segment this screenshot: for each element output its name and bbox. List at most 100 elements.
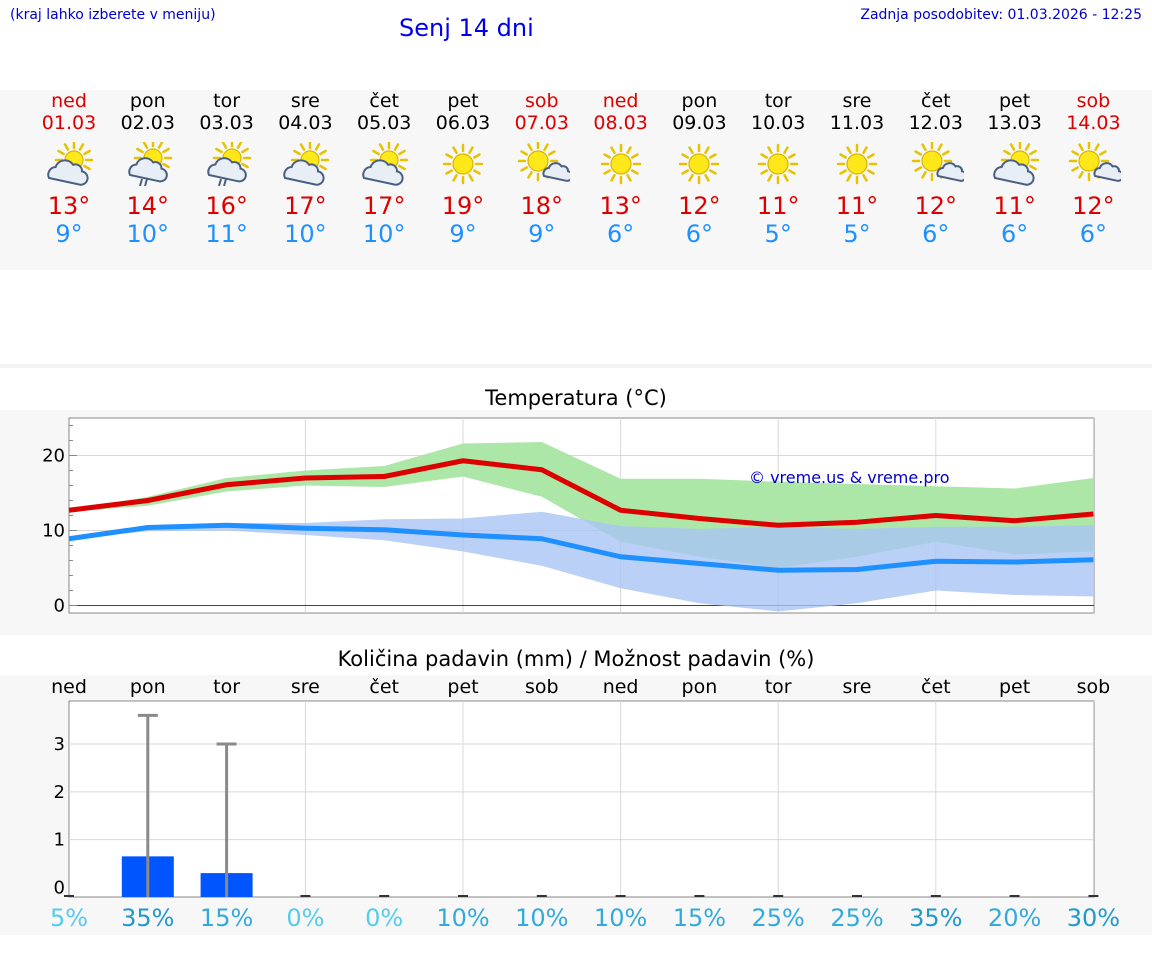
day-name: sre bbox=[290, 90, 320, 112]
copyright-credit: © vreme.us & vreme.pro bbox=[749, 468, 950, 487]
precip-probability: 20% bbox=[987, 904, 1042, 932]
y-tick-label: 2 bbox=[54, 782, 65, 803]
day-name: ned bbox=[51, 90, 87, 112]
y-tick-label: 0 bbox=[54, 596, 65, 617]
precip-day-label: čet bbox=[921, 676, 951, 698]
day-column: sre 04.03 17° 10° bbox=[266, 90, 345, 248]
plot-area bbox=[68, 700, 1095, 898]
min-temperature: 6° bbox=[1000, 220, 1029, 248]
sunny-icon bbox=[442, 143, 484, 185]
min-temperature: 9° bbox=[449, 220, 477, 248]
tmin-line bbox=[68, 522, 1094, 573]
day-column: ned 01.03 13° 9° bbox=[30, 90, 109, 248]
max-temperature: 14° bbox=[126, 192, 170, 220]
precip-day-label: sre bbox=[290, 676, 320, 698]
min-temperature: 5° bbox=[843, 220, 871, 248]
day-name: tor bbox=[213, 90, 241, 112]
last-updated: Zadnja posodobitev: 01.03.2026 - 12:25 bbox=[860, 7, 1142, 23]
precip-probability: 0% bbox=[365, 904, 404, 932]
min-temperature: 9° bbox=[528, 220, 556, 248]
day-column: pet 13.03 11° 6° bbox=[975, 90, 1054, 248]
day-name: pet bbox=[998, 90, 1031, 112]
day-name: ned bbox=[602, 90, 639, 112]
day-name: sob bbox=[525, 90, 559, 112]
max-temperature: 17° bbox=[362, 192, 406, 220]
sunny-icon bbox=[679, 143, 720, 185]
y-tick-label: 1 bbox=[54, 830, 65, 851]
max-temperature: 12° bbox=[1072, 192, 1115, 220]
precip-day-label: ned bbox=[602, 676, 639, 698]
precip-day-label: čet bbox=[369, 676, 399, 698]
day-date: 04.03 bbox=[278, 112, 333, 134]
day-column: sob 14.03 12° 6° bbox=[1054, 90, 1133, 248]
sunny-icon bbox=[757, 143, 799, 185]
min-temperature: 10° bbox=[362, 220, 406, 248]
day-name: sre bbox=[842, 90, 872, 112]
day-name: tor bbox=[764, 90, 792, 112]
min-temperature: 11° bbox=[205, 220, 248, 248]
max-temperature: 11° bbox=[993, 192, 1036, 220]
precip-day-label: tor bbox=[213, 676, 241, 698]
sun-cloud-rain-icon bbox=[128, 142, 173, 186]
precip-day-label: tor bbox=[764, 676, 792, 698]
max-temperature: 13° bbox=[599, 192, 642, 220]
day-column: pet 06.03 19° 9° bbox=[424, 90, 503, 248]
sunny-icon bbox=[600, 143, 641, 185]
day-date: 01.03 bbox=[41, 112, 97, 134]
day-name: čet bbox=[369, 90, 399, 112]
min-temperature: 5° bbox=[764, 220, 792, 248]
day-column: ned 08.03 13° 6° bbox=[581, 90, 660, 248]
day-name: pon bbox=[681, 90, 718, 112]
max-temperature: 11° bbox=[835, 192, 879, 220]
partly-cloudy-icon bbox=[283, 142, 330, 186]
day-date: 11.03 bbox=[829, 112, 885, 134]
day-date: 12.03 bbox=[908, 112, 963, 134]
day-date: 05.03 bbox=[356, 112, 412, 134]
sun-cloud-rain-icon bbox=[206, 142, 251, 186]
y-tick-label: 0 bbox=[54, 877, 65, 898]
day-date: 09.03 bbox=[672, 112, 727, 134]
day-column: sob 07.03 18° 9° bbox=[502, 90, 581, 248]
max-temperature: 19° bbox=[441, 192, 485, 220]
precip-probability: 15% bbox=[672, 904, 727, 932]
min-temperature: 10° bbox=[126, 220, 170, 248]
precip-day-label: pet bbox=[998, 676, 1031, 698]
day-date: 03.03 bbox=[199, 112, 254, 134]
day-date: 07.03 bbox=[514, 112, 569, 134]
sunny-icon bbox=[836, 143, 878, 185]
day-column: tor 10.03 11° 5° bbox=[739, 90, 818, 248]
mostly-sunny-icon bbox=[517, 142, 570, 182]
tmax-line bbox=[68, 458, 1094, 528]
precip-probability: 10% bbox=[515, 904, 569, 932]
day-column: čet 12.03 12° 6° bbox=[896, 90, 975, 248]
precip-probability: 10% bbox=[593, 904, 648, 932]
min-temperature: 10° bbox=[284, 220, 327, 248]
max-temperature: 13° bbox=[47, 192, 91, 220]
y-tick-label: 20 bbox=[42, 446, 65, 467]
min-temperature: 6° bbox=[685, 220, 714, 248]
location-menu-hint[interactable]: (kraj lahko izberete v meniju) bbox=[10, 7, 216, 23]
precip-probability: 15% bbox=[199, 904, 254, 932]
precip-probability: 25% bbox=[751, 904, 805, 932]
min-temperature: 6° bbox=[1079, 220, 1108, 248]
partly-cloudy-icon bbox=[47, 142, 94, 186]
precip-day-label: ned bbox=[51, 676, 87, 698]
partly-cloudy-icon bbox=[362, 142, 409, 186]
temperature-chart-title: Temperatura (°C) bbox=[485, 386, 667, 410]
precip-day-label: pet bbox=[447, 676, 479, 698]
max-temperature: 16° bbox=[205, 192, 248, 220]
divider bbox=[0, 364, 1152, 368]
day-column: pon 09.03 12° 6° bbox=[660, 90, 739, 248]
day-date: 06.03 bbox=[435, 112, 491, 134]
day-date: 14.03 bbox=[1066, 112, 1121, 134]
precip-day-label: sob bbox=[525, 676, 559, 698]
precipitation-chart-title: Količina padavin (mm) / Možnost padavin … bbox=[337, 647, 815, 671]
min-temperature: 9° bbox=[55, 220, 83, 248]
y-tick-label: 10 bbox=[42, 521, 65, 542]
max-temperature: 18° bbox=[520, 192, 564, 220]
precip-probability: 25% bbox=[830, 904, 884, 932]
precip-day-label: pon bbox=[129, 676, 166, 698]
tmin-range-band bbox=[69, 511, 1094, 612]
page-title: Senj 14 dni bbox=[399, 14, 534, 42]
temperature-chart: 0 10 20 © vreme.us & vreme.pro bbox=[42, 417, 1095, 617]
